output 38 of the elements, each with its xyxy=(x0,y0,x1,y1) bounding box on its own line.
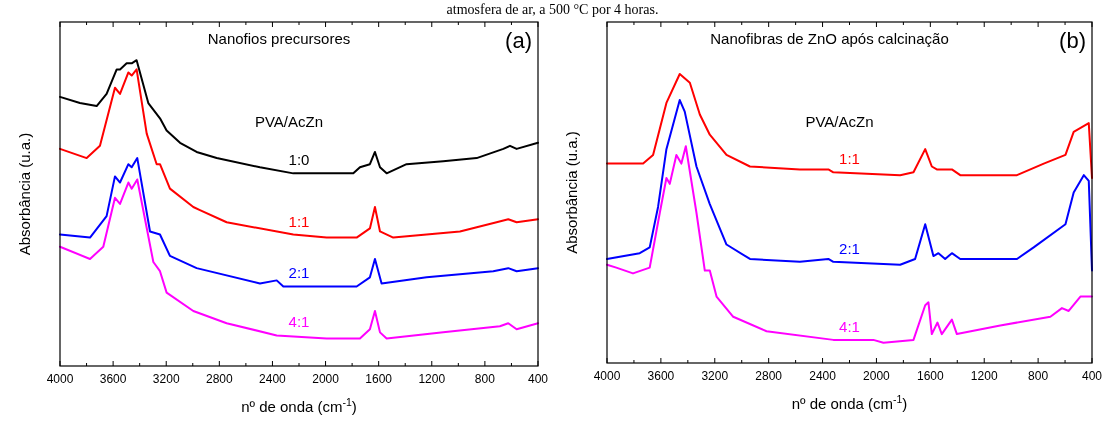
x-axis-title: nº de onda (cm$^{-1}$) xyxy=(241,396,357,415)
x-tick-label: 2800 xyxy=(205,372,233,386)
x-tick-label: 1600 xyxy=(916,369,944,383)
series-label: 4:1 xyxy=(839,317,860,335)
x-tick-label: 2000 xyxy=(863,369,891,383)
x-tick-label: 800 xyxy=(474,372,496,386)
x-tick-label: 2400 xyxy=(259,372,287,386)
y-axis-title: Absorbância (u.a.) xyxy=(563,131,580,254)
series-label: 1:1 xyxy=(839,150,860,168)
series-label: 1:1 xyxy=(288,212,310,230)
annotation: PVA/AcZn xyxy=(254,113,324,130)
series-label: 1:0 xyxy=(288,151,310,169)
x-tick-label: 400 xyxy=(527,372,549,386)
series-label: 2:1 xyxy=(839,239,860,257)
x-tick-label: 2800 xyxy=(755,369,783,383)
x-tick-label: 1200 xyxy=(418,372,446,386)
chart-title: Nanofios precursores xyxy=(207,30,351,47)
x-tick-label: 2400 xyxy=(809,369,837,383)
x-tick-label: 3600 xyxy=(99,372,127,386)
x-tick-label: 3200 xyxy=(152,372,180,386)
series-label: 2:1 xyxy=(288,264,310,282)
x-tick-label: 1600 xyxy=(365,372,393,386)
x-axis-title: nº de onda (cm$^{-1}$) xyxy=(791,393,908,412)
x-tick-label: 800 xyxy=(1028,369,1049,383)
x-tick-label: 4000 xyxy=(46,372,74,386)
y-axis-title: Absorbância (u.a.) xyxy=(16,132,33,256)
x-tick-label: 2000 xyxy=(312,372,340,386)
annotation: PVA/AcZn xyxy=(805,113,874,130)
x-tick-label: 4000 xyxy=(593,369,621,383)
x-tick-label: 3200 xyxy=(701,369,729,383)
x-tick-label: 3600 xyxy=(647,369,675,383)
text: (b) xyxy=(1059,28,1086,53)
x-tick-label: 1200 xyxy=(970,369,998,383)
text: atmosfera de ar, a 500 °C por 4 horas. xyxy=(446,2,659,17)
x-tick-label: 400 xyxy=(1081,369,1103,383)
series-label: 4:1 xyxy=(288,313,310,331)
chart-title: Nanofibras de ZnO após calcinação xyxy=(710,30,949,47)
text: (a) xyxy=(505,28,532,53)
